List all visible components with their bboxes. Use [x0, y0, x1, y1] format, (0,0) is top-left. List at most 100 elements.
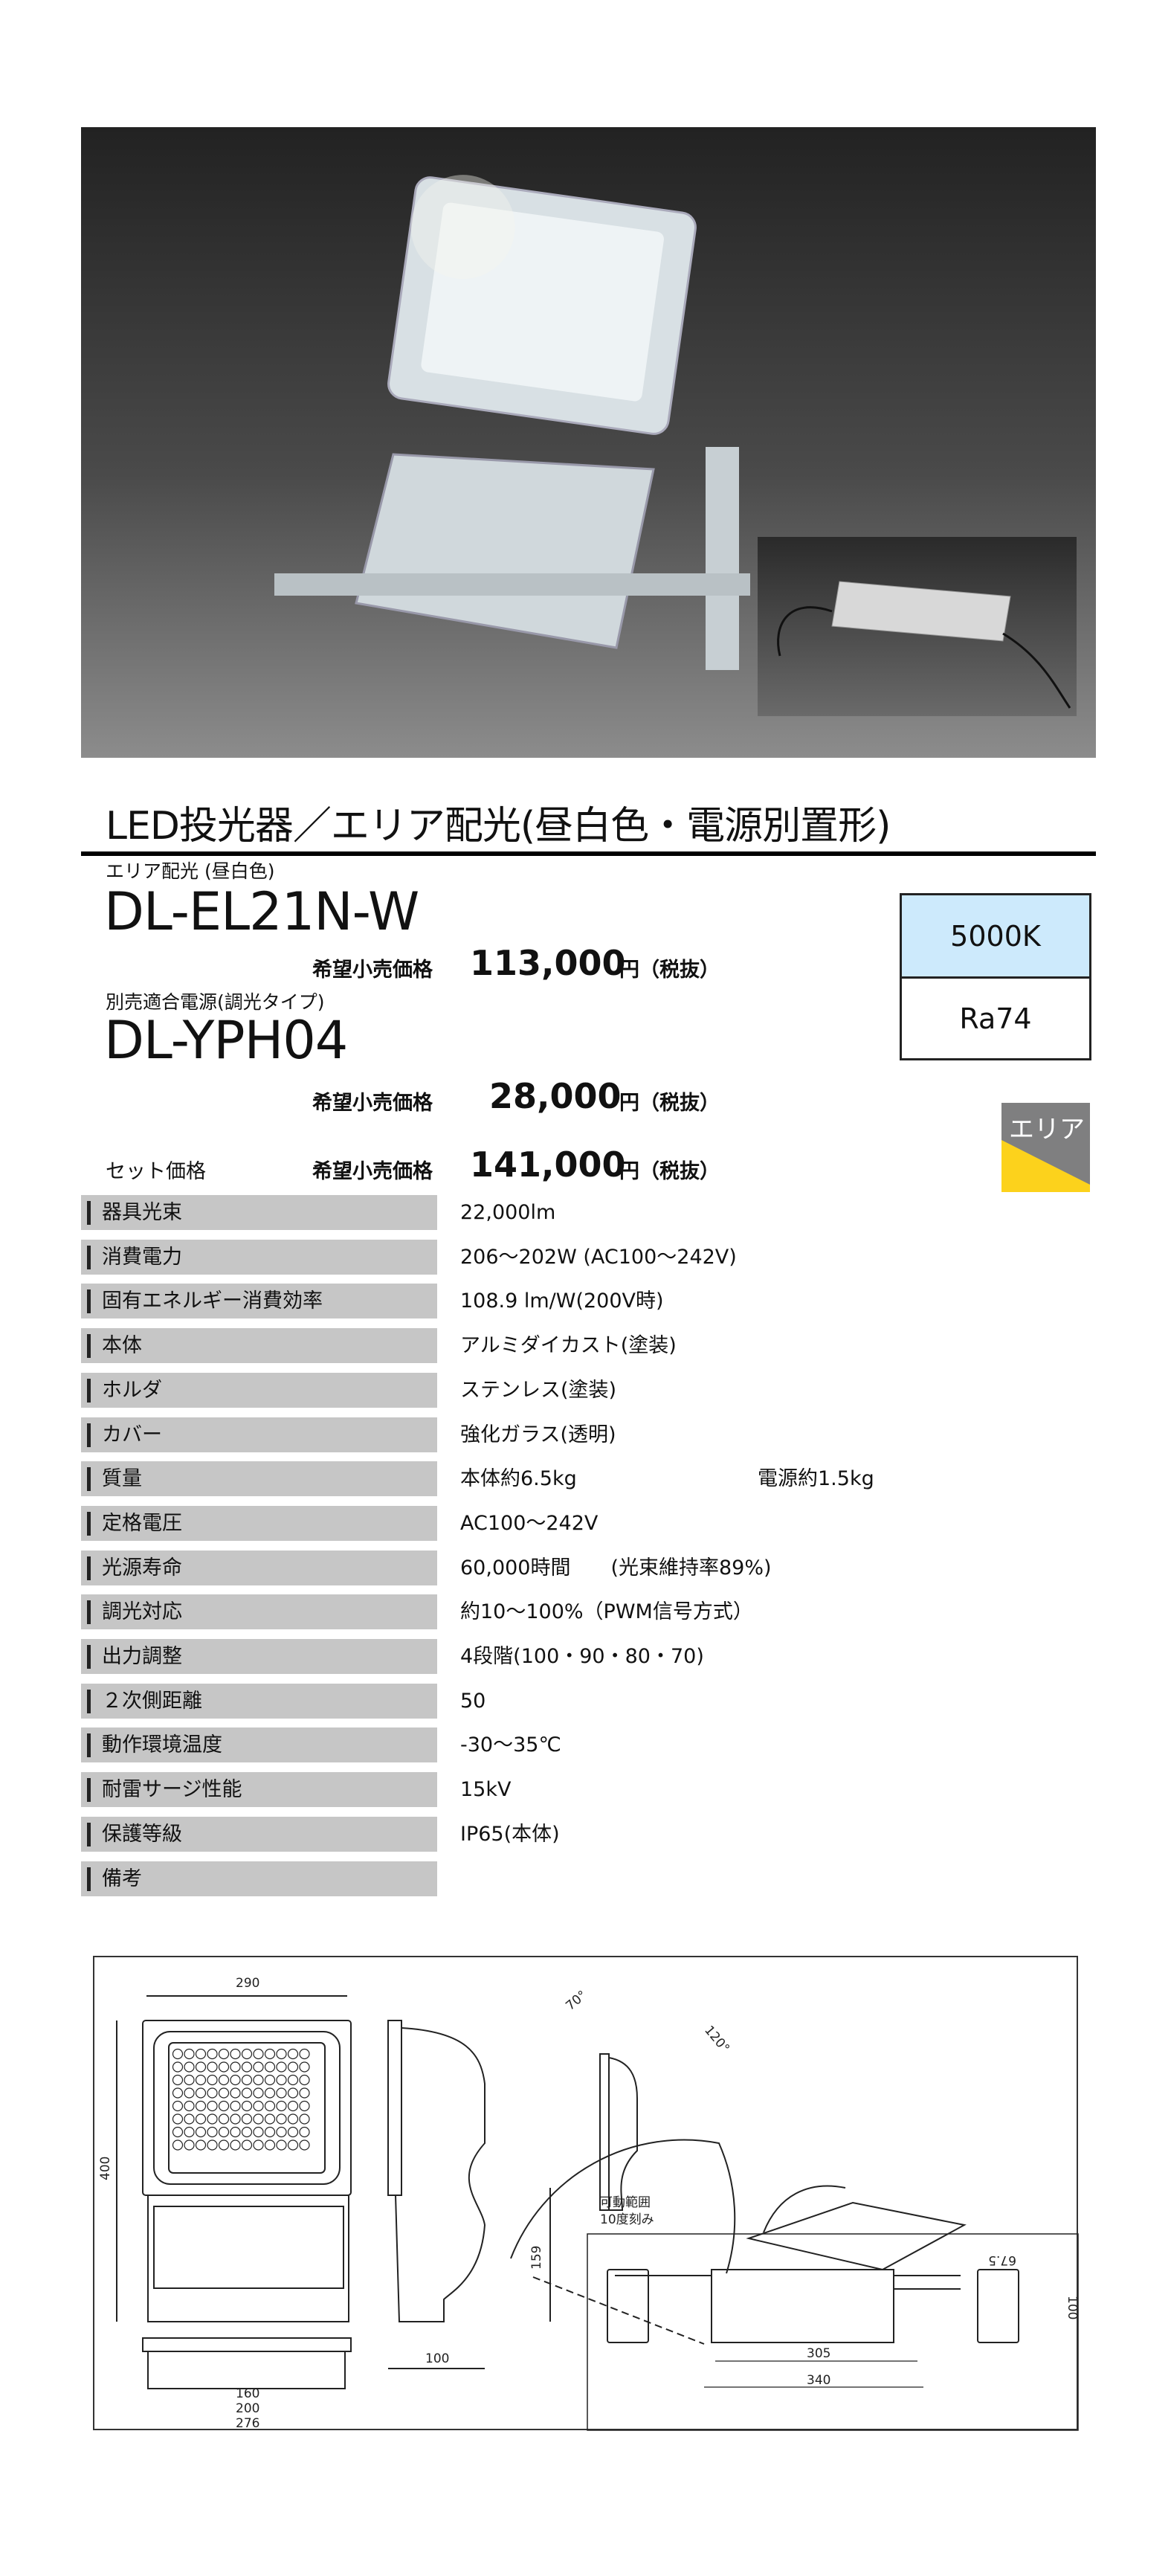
- spec-row: 出力調整 4段階(100・90・80・70): [81, 1639, 1096, 1674]
- led-mark: [195, 2074, 207, 2086]
- spec-label: ホルダ: [81, 1372, 437, 1408]
- led-mark: [264, 2061, 276, 2073]
- spec-label: 消費電力: [81, 1239, 437, 1275]
- spec-row: ホルダ ステンレス(塗装): [81, 1372, 1096, 1408]
- led-mark: [218, 2074, 230, 2086]
- led-mark: [253, 2048, 264, 2060]
- led-mark: [207, 2113, 218, 2125]
- led-mark: [172, 2126, 184, 2138]
- spec-label: 出力調整: [81, 1639, 437, 1674]
- led-mark: [287, 2061, 299, 2073]
- led-mark: [230, 2061, 241, 2073]
- note-range: 可動範囲: [600, 2195, 651, 2210]
- led-mark: [253, 2087, 264, 2099]
- spec-row: 定格電圧 AC100～242V: [81, 1505, 1096, 1541]
- spec-value: AC100～242V: [460, 1511, 599, 1535]
- led-mark: [195, 2126, 207, 2138]
- light-spec-box: 5000K Ra74: [900, 893, 1091, 1060]
- spec-label: 備考: [81, 1861, 437, 1896]
- led-mark: [299, 2126, 310, 2138]
- led-mark: [276, 2087, 287, 2099]
- color-rendering-index: Ra74: [959, 1002, 1032, 1035]
- spec-value: 22,000lm: [460, 1201, 556, 1224]
- color-temperature: 5000K: [902, 895, 1089, 979]
- led-mark: [287, 2113, 299, 2125]
- led-mark: [299, 2087, 310, 2099]
- dim-ps-340: 340: [807, 2373, 830, 2388]
- power-supply-model: DL-YPH04: [104, 1010, 348, 1071]
- spec-row: 固有エネルギー消費効率 108.9 lm/W(200V時): [81, 1284, 1096, 1319]
- led-mark: [299, 2139, 310, 2151]
- spec-row: 本体 アルミダイカスト(塗装): [81, 1328, 1096, 1364]
- led-mark: [172, 2113, 184, 2125]
- led-mark: [230, 2126, 241, 2138]
- led-mark: [172, 2087, 184, 2099]
- spec-label: 光源寿命: [81, 1550, 437, 1585]
- led-mark: [276, 2126, 287, 2138]
- power-supply-photo: [758, 537, 1077, 716]
- led-mark: [299, 2074, 310, 2086]
- spec-label: 耐雷サージ性能: [81, 1772, 437, 1808]
- led-mark: [299, 2113, 310, 2125]
- spec-value-secondary: 電源約1.5kg: [758, 1467, 874, 1491]
- led-mark: [241, 2048, 253, 2060]
- led-mark: [230, 2048, 241, 2060]
- led-mark: [218, 2061, 230, 2073]
- dim-276: 276: [236, 2416, 259, 2431]
- spec-label: 器具光束: [81, 1195, 437, 1230]
- spec-row: 備考: [81, 1861, 1096, 1896]
- product-model: DL-EL21N-W: [104, 881, 419, 942]
- led-mark: [207, 2100, 218, 2112]
- led-mark: [287, 2087, 299, 2099]
- led-mark: [264, 2113, 276, 2125]
- led-mark: [184, 2126, 195, 2138]
- led-mark: [195, 2100, 207, 2112]
- power-supply-category: 別売適合電源(調光タイプ): [106, 991, 325, 1013]
- spec-value: 本体約6.5kg: [460, 1467, 577, 1491]
- spec-value: IP65(本体): [460, 1822, 560, 1846]
- spec-row: 光源寿命 60,000時間 (光束維持率89%): [81, 1550, 1096, 1585]
- distribution-badge: エリア: [1001, 1103, 1090, 1192]
- led-mark: [253, 2100, 264, 2112]
- spec-value: 60,000時間 (光束維持率89%): [460, 1556, 772, 1580]
- led-mark: [299, 2061, 310, 2073]
- led-mark: [253, 2074, 264, 2086]
- led-mark: [207, 2048, 218, 2060]
- led-mark: [241, 2100, 253, 2112]
- spec-value: 206～202W (AC100～242V): [460, 1245, 737, 1269]
- led-mark: [287, 2126, 299, 2138]
- led-mark: [264, 2100, 276, 2112]
- spec-row: ２次側距離 50: [81, 1683, 1096, 1719]
- led-mark: [253, 2139, 264, 2151]
- spec-label: 本体: [81, 1328, 437, 1364]
- led-mark: [218, 2126, 230, 2138]
- led-mark: [264, 2087, 276, 2099]
- led-mark: [172, 2074, 184, 2086]
- spec-label: カバー: [81, 1417, 437, 1452]
- spec-row: 質量 本体約6.5kg 電源約1.5kg: [81, 1461, 1096, 1497]
- led-mark: [172, 2139, 184, 2151]
- led-mark: [264, 2126, 276, 2138]
- led-mark: [184, 2087, 195, 2099]
- led-mark: [241, 2139, 253, 2151]
- product-price-suffix: 円（税抜）: [619, 959, 720, 982]
- led-mark: [172, 2100, 184, 2112]
- spec-value: 約10～100%（PWM信号方式）: [460, 1600, 753, 1624]
- led-mark: [218, 2100, 230, 2112]
- dim-ps-675: 67.5: [988, 2253, 1016, 2267]
- led-mark: [195, 2061, 207, 2073]
- spec-value: -30～35℃: [460, 1733, 561, 1757]
- spec-label: ２次側距離: [81, 1683, 437, 1719]
- dim-160: 160: [236, 2386, 259, 2401]
- led-mark: [276, 2061, 287, 2073]
- spec-row: 器具光束 22,000lm: [81, 1195, 1096, 1230]
- spec-value: アルミダイカスト(塗装): [460, 1334, 677, 1358]
- power-supply-price: 28,000: [489, 1076, 622, 1116]
- light-beam-icon: [1001, 1140, 1090, 1192]
- title-divider: [81, 851, 1096, 856]
- power-supply-price-label: 希望小売価格: [312, 1092, 433, 1115]
- led-mark: [241, 2087, 253, 2099]
- led-mark: [253, 2061, 264, 2073]
- spec-value: 50: [460, 1689, 486, 1713]
- set-price-label: 希望小売価格: [312, 1160, 433, 1183]
